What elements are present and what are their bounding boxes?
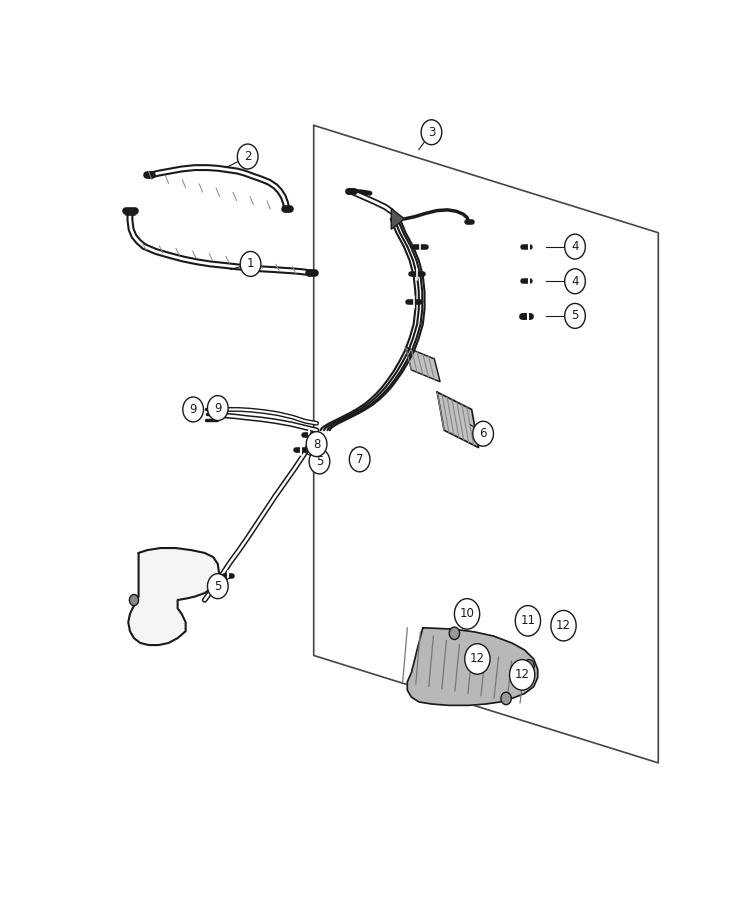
Polygon shape <box>408 628 538 706</box>
Circle shape <box>501 692 511 705</box>
Circle shape <box>565 234 585 259</box>
Circle shape <box>565 269 585 293</box>
Circle shape <box>465 644 490 674</box>
Circle shape <box>454 598 479 629</box>
Text: 11: 11 <box>520 615 536 627</box>
Circle shape <box>449 627 459 640</box>
Circle shape <box>515 606 540 636</box>
Circle shape <box>237 144 258 169</box>
Circle shape <box>473 421 494 446</box>
Circle shape <box>524 660 534 672</box>
Circle shape <box>240 251 261 276</box>
Polygon shape <box>405 347 440 382</box>
Text: 9: 9 <box>190 403 197 416</box>
Text: 9: 9 <box>214 401 222 415</box>
Text: 12: 12 <box>470 652 485 665</box>
Circle shape <box>306 432 327 456</box>
Polygon shape <box>391 209 405 230</box>
Circle shape <box>421 120 442 145</box>
Text: 7: 7 <box>356 453 363 466</box>
Polygon shape <box>128 548 219 645</box>
Circle shape <box>183 397 204 422</box>
Circle shape <box>510 660 535 690</box>
Text: 5: 5 <box>571 310 579 322</box>
Text: 12: 12 <box>515 669 530 681</box>
Circle shape <box>565 303 585 328</box>
Text: 4: 4 <box>571 240 579 253</box>
Text: 5: 5 <box>316 454 323 468</box>
Text: 1: 1 <box>247 257 254 270</box>
Circle shape <box>551 610 576 641</box>
Circle shape <box>130 595 139 606</box>
Text: 6: 6 <box>479 428 487 440</box>
Text: 8: 8 <box>313 437 320 451</box>
Text: 5: 5 <box>214 580 222 593</box>
Polygon shape <box>437 392 479 447</box>
Circle shape <box>309 449 330 474</box>
Circle shape <box>207 573 228 598</box>
Circle shape <box>207 396 228 420</box>
Text: 2: 2 <box>244 150 251 163</box>
Circle shape <box>349 447 370 472</box>
Text: 4: 4 <box>571 274 579 288</box>
Text: 12: 12 <box>556 619 571 632</box>
Text: 10: 10 <box>459 608 474 620</box>
Text: 3: 3 <box>428 126 435 139</box>
